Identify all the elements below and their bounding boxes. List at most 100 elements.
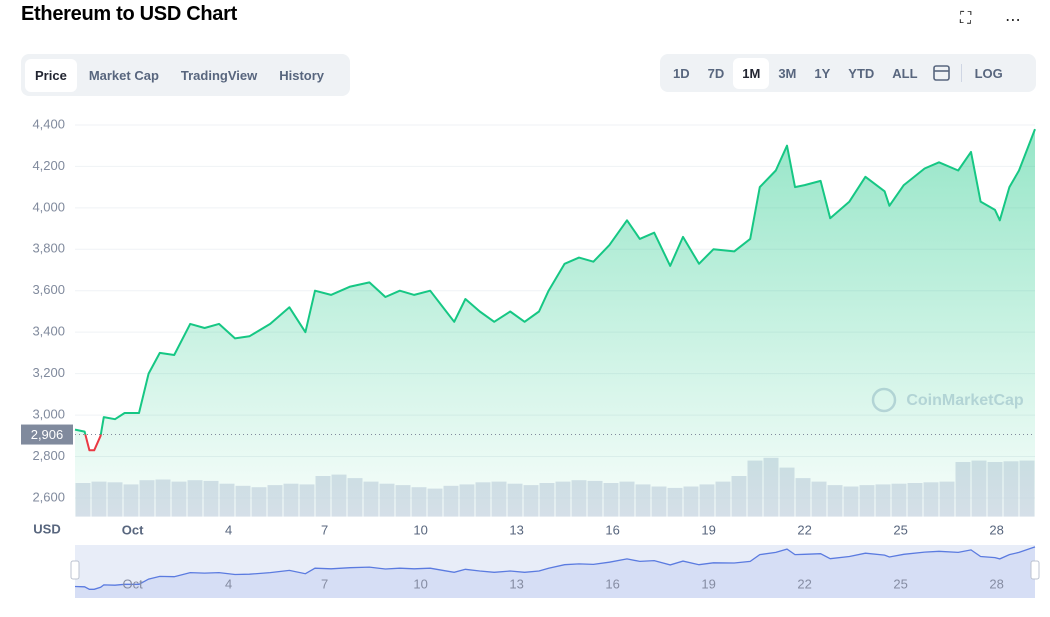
y-tick-label: 2,600 (32, 489, 65, 504)
volume-bar (1003, 461, 1019, 517)
log-button[interactable]: LOG (974, 65, 1003, 81)
volume-bar (859, 485, 875, 517)
price-area (75, 129, 1035, 517)
page-title: Ethereum to USD Chart (21, 3, 237, 25)
volume-bar (475, 482, 491, 517)
volume-bar (427, 488, 443, 517)
volume-bar (907, 483, 923, 517)
y-tick-label: 3,600 (32, 282, 65, 297)
range-button[interactable]: 1Y (814, 65, 831, 81)
y-tick-label: 4,400 (32, 116, 65, 131)
volume-bar (379, 483, 395, 517)
navigator-tick-label: 25 (893, 576, 907, 591)
volume-bar (107, 482, 123, 517)
navigator-line (74, 546, 1036, 590)
volume-bar (1019, 460, 1035, 517)
navigator-tick-label: 4 (225, 576, 232, 591)
volume-bar (555, 481, 571, 517)
volume-bar (123, 484, 139, 517)
volume-bar (139, 480, 155, 517)
volume-bar (699, 484, 715, 517)
current-price-badge (21, 424, 73, 445)
navigator-tick-label: 10 (413, 576, 427, 591)
volume-bar (763, 457, 779, 517)
volume-bar (491, 481, 507, 517)
navigator-area (75, 546, 1035, 598)
volume-bar (795, 478, 811, 517)
volume-bar (203, 480, 219, 517)
range-button[interactable]: 1D (673, 65, 690, 81)
y-tick-label: 3,400 (32, 324, 65, 339)
volume-bar (987, 462, 1003, 517)
x-tick-label: 22 (797, 522, 811, 537)
volume-bar (955, 462, 971, 517)
volume-bar (571, 480, 587, 517)
volume-bar (667, 487, 683, 517)
volume-bar (331, 474, 347, 517)
navigator-tick-label: 13 (509, 576, 523, 591)
volume-bar (411, 487, 427, 517)
volume-bar (939, 481, 955, 517)
volume-bar (923, 482, 939, 517)
volume-bar (443, 485, 459, 517)
volume-bar (251, 487, 267, 517)
watermark: CoinMarketCap (906, 392, 1024, 409)
volume-bar (891, 483, 907, 517)
navigator-tick-label: 28 (989, 576, 1003, 591)
navigator-tick-label: Oct (122, 576, 143, 591)
volume-bar (827, 485, 843, 517)
volume-bar (843, 486, 859, 517)
tab[interactable]: Price (25, 58, 77, 92)
more-icon[interactable]: ⋯ (1005, 12, 1021, 29)
volume-bar (283, 483, 299, 517)
volume-bar (395, 485, 411, 517)
volume-bar (235, 485, 251, 517)
volume-bar (219, 483, 235, 517)
volume-bar (731, 476, 747, 517)
volume-bar (971, 460, 987, 517)
volume-bar (171, 481, 187, 517)
volume-bar (779, 467, 795, 517)
y-axis-label: USD (33, 521, 60, 536)
range-button[interactable]: 7D (707, 65, 725, 81)
range-button[interactable]: 1M (733, 57, 770, 89)
x-tick-label: 13 (509, 522, 523, 537)
fullscreen-icon[interactable]: ⛶ (960, 10, 972, 27)
tab[interactable]: Market Cap (88, 67, 159, 83)
navigator-tick-label: 7 (321, 576, 328, 591)
volume-bar (459, 484, 475, 517)
volume-bar (715, 481, 731, 517)
range-button[interactable]: 3M (778, 65, 797, 81)
volume-bar (603, 483, 619, 517)
y-tick-label: 4,000 (32, 199, 65, 214)
volume-bar (683, 486, 699, 517)
x-tick-label: 7 (321, 522, 328, 537)
volume-bar (811, 481, 827, 517)
range-bar: 1D 7D 1M 3M 1Y YTD ALL LOG (660, 54, 1036, 92)
y-tick-label: 3,800 (32, 241, 65, 256)
range-button[interactable]: YTD (848, 65, 875, 81)
tab[interactable]: TradingView (180, 67, 258, 83)
tab-bar: Price Market Cap TradingView History (21, 54, 350, 96)
separator (960, 64, 962, 82)
watermark-logo (871, 387, 897, 413)
navigator-handle (1030, 560, 1040, 580)
navigator-bg (75, 545, 1035, 598)
volume-bar (619, 481, 635, 517)
volume-bar (155, 479, 171, 517)
y-tick-label: 4,200 (32, 158, 65, 173)
volume-bar (315, 476, 331, 517)
volume-bar (635, 484, 651, 517)
volume-bar (299, 484, 315, 517)
tab[interactable]: History (279, 67, 325, 83)
x-tick-label: 10 (413, 522, 427, 537)
y-tick-label: 3,200 (32, 365, 65, 380)
range-button[interactable]: ALL (892, 65, 918, 81)
volume-bar (75, 483, 91, 517)
volume-bar (587, 480, 603, 517)
x-tick-label: 25 (893, 522, 907, 537)
calendar-icon[interactable] (927, 64, 957, 82)
volume-bar (363, 481, 379, 517)
y-tick-label: 2,800 (32, 448, 65, 463)
